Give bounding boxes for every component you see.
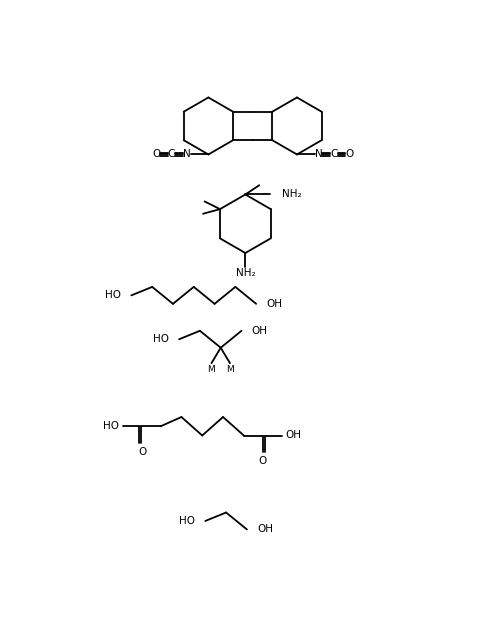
Text: HO: HO: [179, 516, 195, 526]
Text: O: O: [258, 456, 266, 466]
Text: NH₂: NH₂: [282, 190, 302, 199]
Text: HO: HO: [103, 421, 119, 431]
Text: O: O: [152, 150, 160, 160]
Text: OH: OH: [257, 525, 273, 534]
Text: O: O: [138, 447, 146, 457]
Text: M: M: [207, 365, 215, 374]
Text: N: N: [315, 150, 322, 160]
Text: OH: OH: [285, 431, 301, 440]
Text: HO: HO: [153, 334, 169, 344]
Text: NH₂: NH₂: [236, 268, 255, 278]
Text: OH: OH: [266, 299, 282, 309]
Text: C: C: [168, 150, 175, 160]
Text: C: C: [330, 150, 337, 160]
Text: M: M: [226, 365, 234, 374]
Text: HO: HO: [105, 290, 121, 300]
Text: N: N: [183, 150, 191, 160]
Text: OH: OH: [251, 326, 267, 335]
Text: O: O: [345, 150, 354, 160]
